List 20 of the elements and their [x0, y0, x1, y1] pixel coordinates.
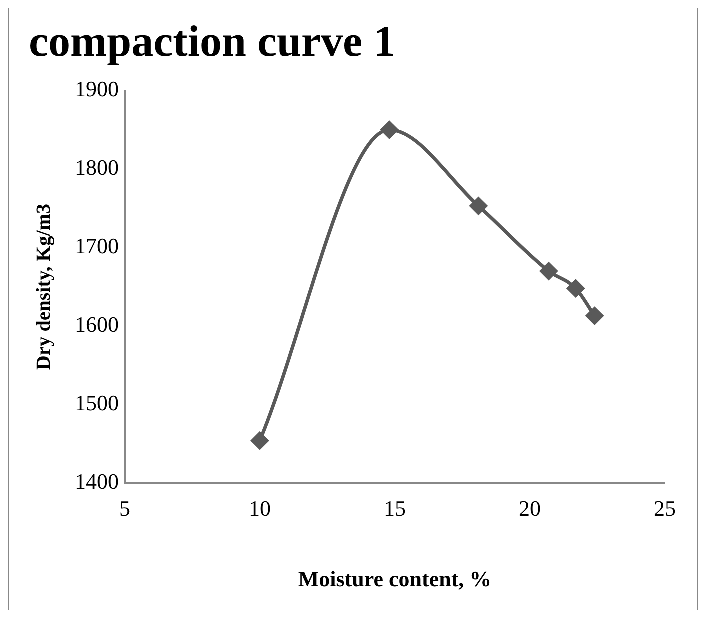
y-axis-title: Dry density, Kg/m3 — [33, 204, 56, 370]
point — [470, 197, 488, 215]
x-tick-label: 5 — [120, 496, 130, 522]
y-tick-label: 1800 — [75, 155, 119, 180]
point — [251, 432, 269, 450]
y-tick-label: 1500 — [75, 390, 119, 416]
y-tick-label: 1600 — [75, 312, 119, 338]
x-tick-label: 20 — [519, 496, 541, 522]
x-tick-label: 10 — [249, 496, 271, 522]
point — [586, 307, 604, 325]
point — [540, 262, 558, 280]
x-tick-label: 15 — [384, 496, 406, 522]
point — [567, 280, 585, 298]
x-tick-label: 25 — [654, 496, 676, 522]
x-axis-title: Moisture content, % — [298, 566, 492, 592]
chart-title: compaction curve 1 — [29, 16, 396, 66]
y-tick-label: 1700 — [75, 234, 119, 259]
y-tick-label: 1900 — [75, 76, 119, 102]
point — [380, 121, 398, 139]
y-tick-label: 1400 — [75, 468, 119, 494]
